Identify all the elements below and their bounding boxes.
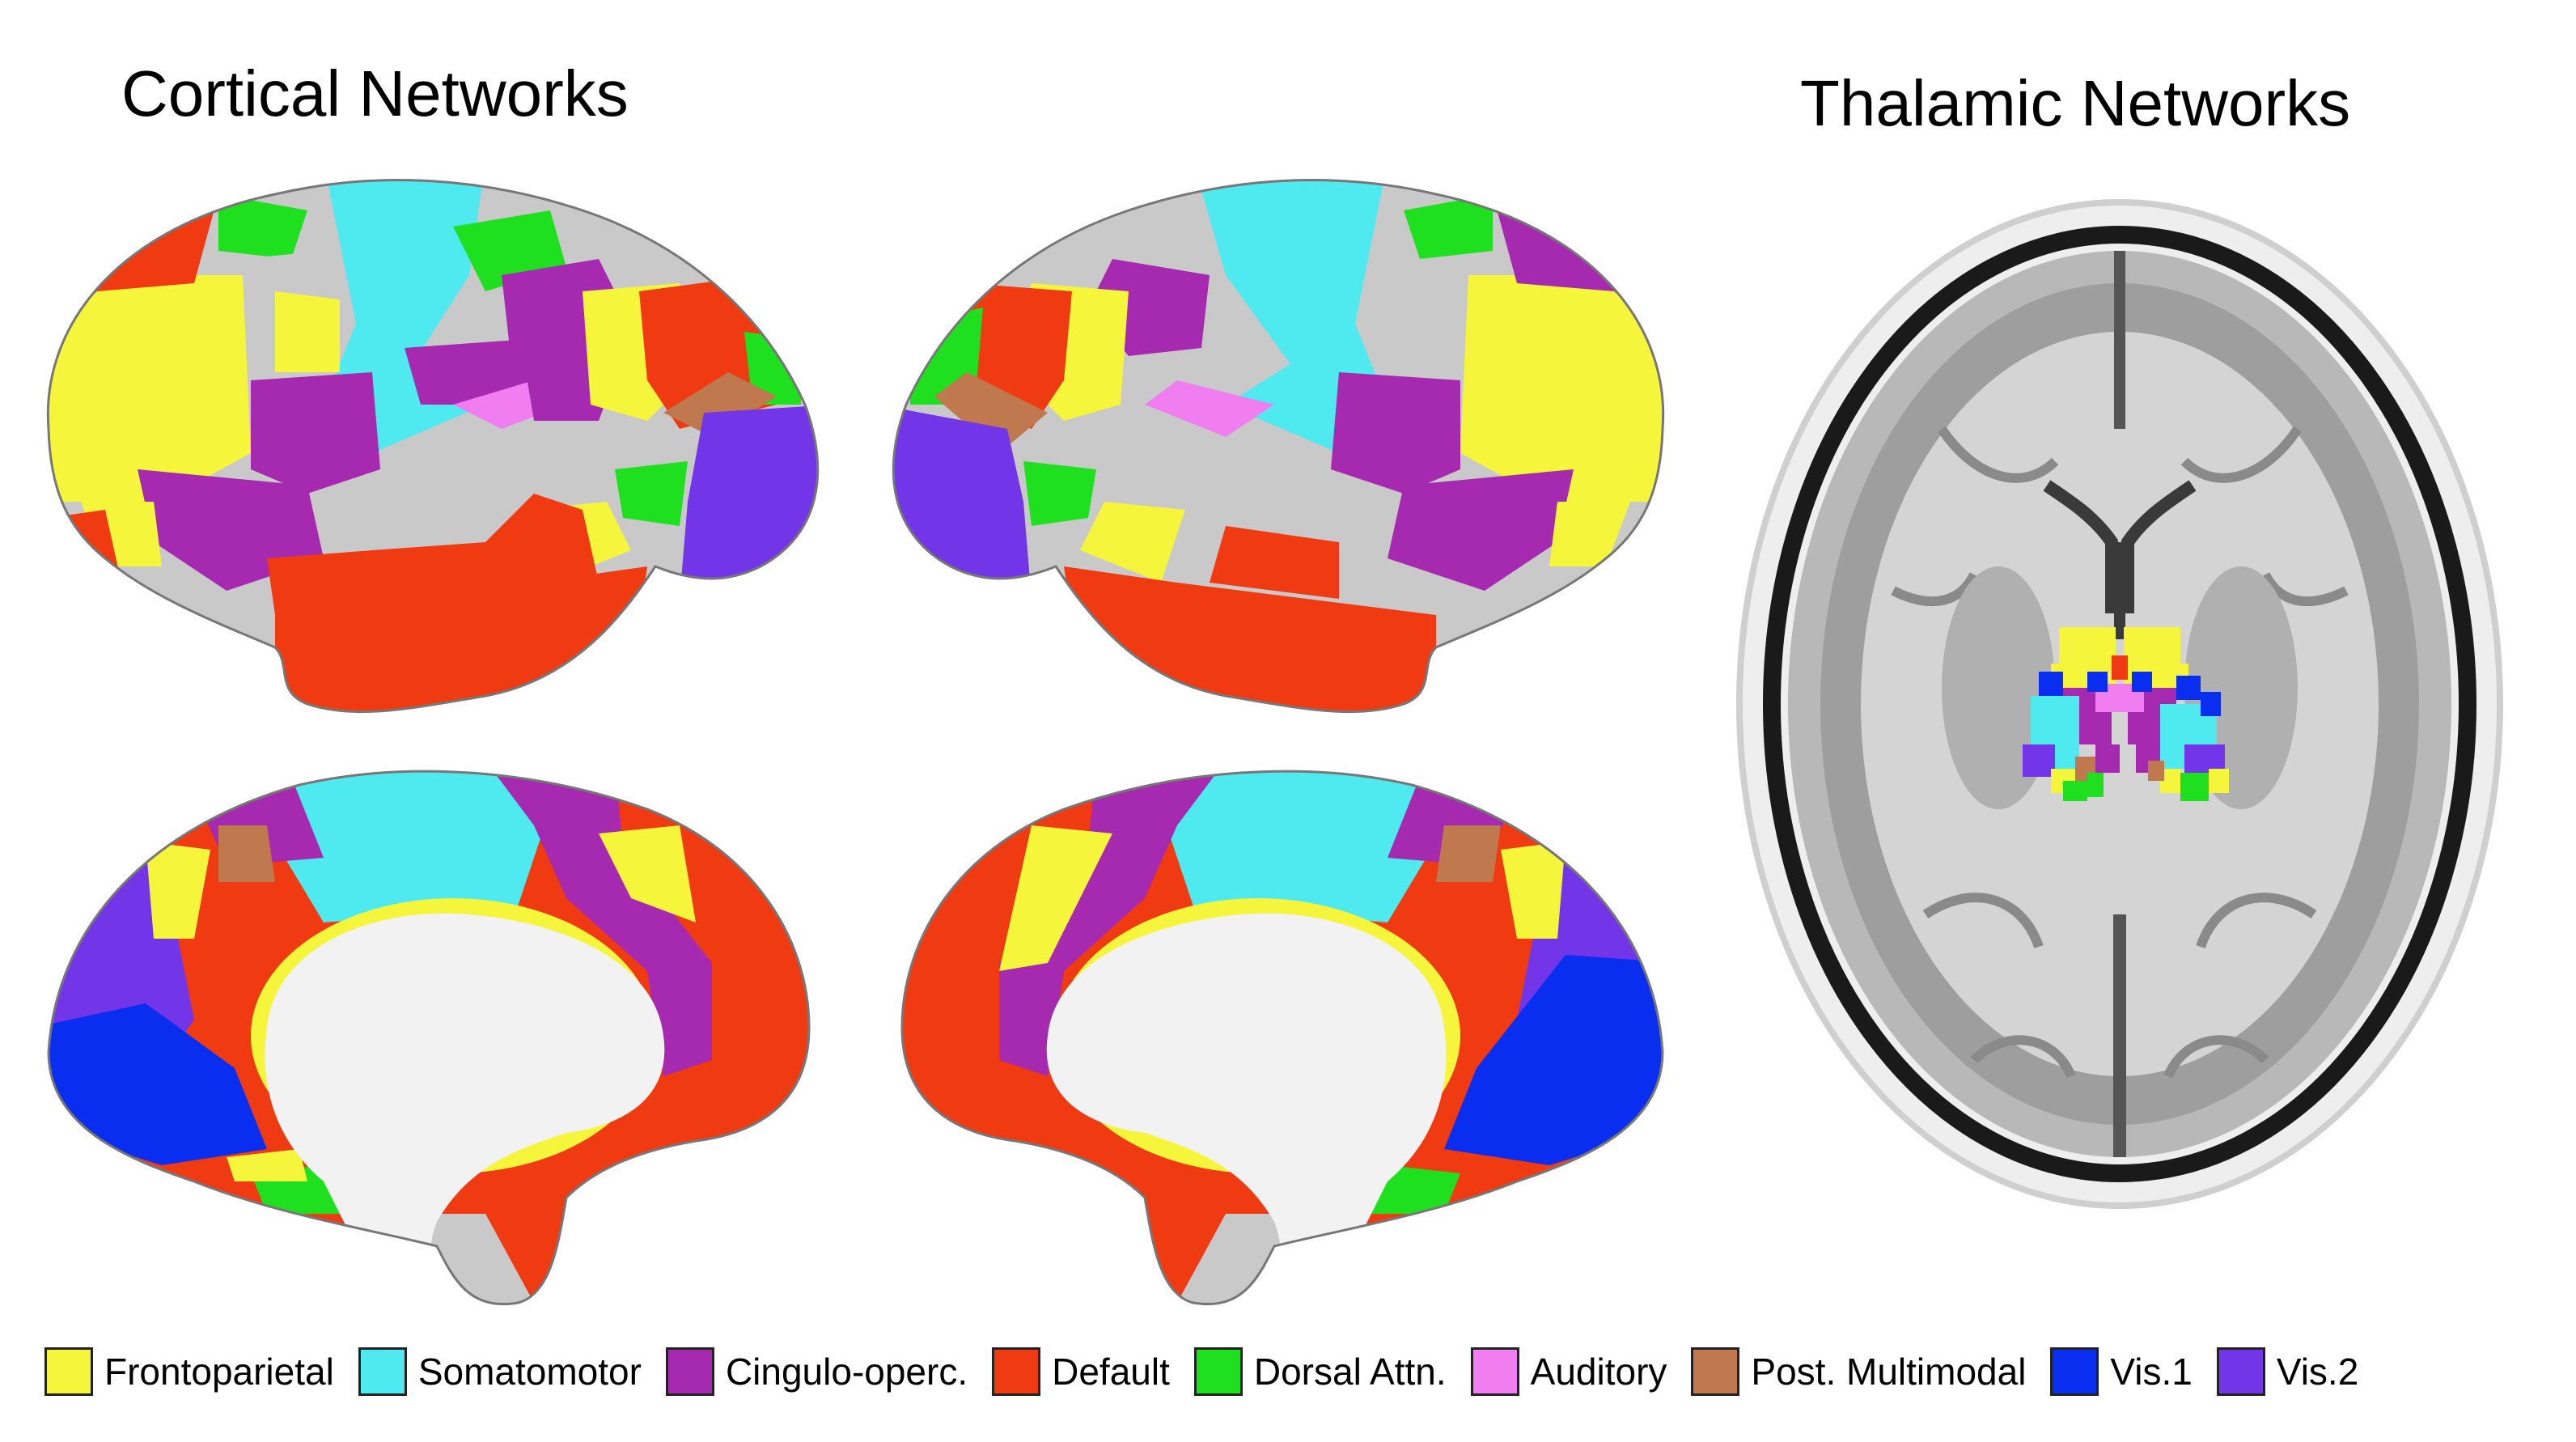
thalamus-parcellation [2023,627,2229,801]
legend-label: Auditory [1530,1351,1667,1393]
frontoparietal-region [275,291,340,372]
legend-item: Post. Multimodal [1691,1347,2026,1396]
vis1-region [49,1003,267,1165]
frontoparietal-region [1460,275,1663,502]
medial-wall [265,913,665,1304]
legend-label: Vis.1 [2110,1351,2193,1393]
default-region [1210,526,1339,599]
legend-item: Dorsal Attn. [1193,1347,1447,1396]
legend-swatch [44,1347,93,1396]
cortical-networks-title: Cortical Networks [121,57,629,129]
dorsal-attn-region [615,461,688,526]
post-multimodal-region [1436,825,1501,882]
legend-label: Vis.2 [2276,1351,2359,1393]
legend-swatch [1193,1347,1243,1396]
cingulo-operc-region [251,372,380,494]
frontoparietal-region [227,1149,307,1181]
frontoparietal-region [599,825,696,922]
vis1-region [1444,955,1663,1165]
right-medial-cortex [900,770,1664,1305]
legend-label: Cingulo-operc. [725,1351,968,1393]
legend-label: Post. Multimodal [1751,1351,2027,1393]
cingulo-operc-region [1331,372,1460,494]
left-medial-cortex [47,770,811,1305]
cingulo-operc-region [1388,469,1574,591]
dorsal-attn-region [1023,461,1096,526]
skull-dark-ring [1763,226,2476,1182]
legend-swatch [992,1347,1041,1396]
legend-item: Somatomotor [358,1347,642,1396]
dorsal-attn-region [1404,194,1493,259]
legend-item: Auditory [1470,1347,1667,1396]
right-lateral-cortex [892,179,1665,714]
legend-label: Default [1052,1351,1170,1393]
legend-swatch [1691,1347,1740,1396]
cingulo-operc-region [485,771,712,1076]
frontoparietal-region [999,825,1112,971]
frontoparietal-region [1080,502,1185,583]
post-multimodal-region [663,372,777,437]
legend-label: Somatomotor [417,1351,642,1393]
dorsal-attn-region [218,194,307,259]
axial-brain-slice [1736,199,2503,1209]
left-lateral-cortex [46,179,820,714]
post-multimodal-region [934,372,1048,453]
legend-label: Dorsal Attn. [1253,1351,1447,1393]
frontal-sulci [1891,426,2349,607]
legend-swatch [2216,1347,2265,1396]
frontoparietal-region [146,842,210,939]
left-lateral-outline [46,179,820,714]
post-multimodal-region [218,825,275,882]
legend-item: Frontoparietal [44,1347,334,1396]
frontoparietal-region [48,275,251,502]
legend-swatch [1470,1347,1519,1396]
legend-item: Vis.2 [2216,1347,2359,1396]
legend-item: Cingulo-operc. [665,1347,968,1396]
legend-swatch [358,1347,407,1396]
legend-item: Vis.1 [2050,1347,2193,1396]
left-medial-outline [47,770,811,1305]
legend-swatch [2050,1347,2099,1396]
auditory-region [1145,380,1274,437]
frontoparietal-region [1549,502,1630,566]
dorsal-attn-region [1371,1165,1460,1214]
network-legend: Frontoparietal Somatomotor Cingulo-operc. D… [44,1335,2536,1408]
thalamic-networks-title: Thalamic Networks [1800,67,2351,139]
frontoparietal-region [1501,842,1566,939]
legend-item: Default [992,1347,1170,1396]
cingulo-operc-region [999,771,1226,1076]
legend-label: Frontoparietal [104,1351,334,1393]
medial-wall [1046,913,1447,1304]
occipital-sulci [1922,893,2317,1079]
legend-swatch [665,1347,714,1396]
